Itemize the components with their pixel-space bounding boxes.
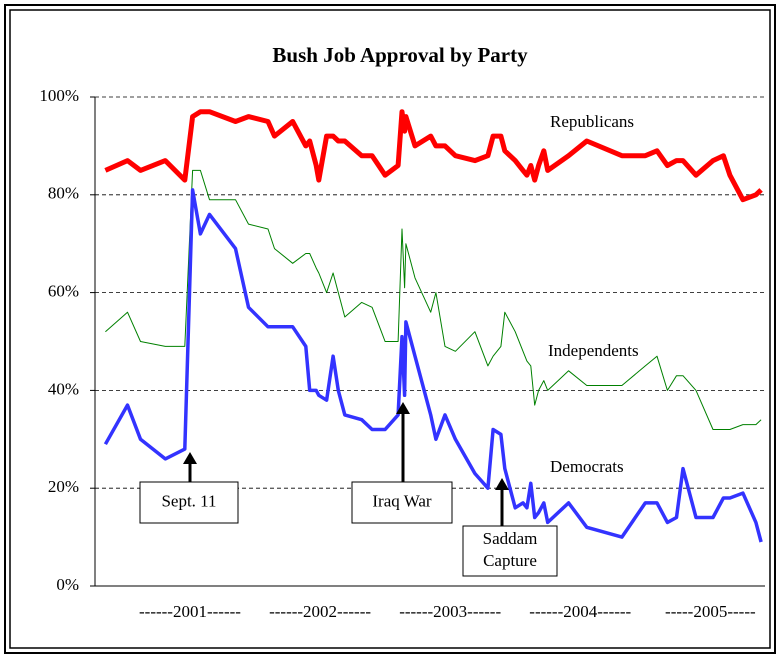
x-tick-label: ------2001------ <box>139 602 241 621</box>
annotation-text: Sept. 11 <box>161 491 216 510</box>
y-tick-label: 20% <box>48 477 79 496</box>
y-tick-label: 80% <box>48 184 79 203</box>
series-line <box>105 169 762 430</box>
y-tick-label: 0% <box>56 575 79 594</box>
frame-inner <box>9 9 771 649</box>
series-label: Independents <box>548 341 639 360</box>
x-tick-label: ------2002------ <box>269 602 371 621</box>
x-tick-label: -----2005----- <box>665 602 756 621</box>
x-tick-label: ------2003------ <box>399 602 501 621</box>
annotation-text: Capture <box>483 551 537 570</box>
annotation-text: Saddam <box>483 529 538 548</box>
x-tick-label: ------2004------ <box>529 602 631 621</box>
y-tick-label: 60% <box>48 282 79 301</box>
y-tick-label: 100% <box>39 86 79 105</box>
annotation-box <box>351 481 453 524</box>
chart-title: Bush Job Approval by Party <box>272 43 528 67</box>
annotation-arrowhead <box>183 452 197 464</box>
annotation-text: Iraq War <box>372 491 432 510</box>
annotation-arrowhead <box>495 478 509 490</box>
annotation-box <box>139 481 239 524</box>
annotation-box <box>462 525 558 577</box>
series-label: Democrats <box>550 457 624 476</box>
frame-outer <box>4 4 776 654</box>
series-line <box>104 109 763 203</box>
series-label: Republicans <box>550 112 634 131</box>
annotation-arrowhead <box>396 402 410 414</box>
y-tick-label: 40% <box>48 379 79 398</box>
series-line <box>103 188 763 543</box>
